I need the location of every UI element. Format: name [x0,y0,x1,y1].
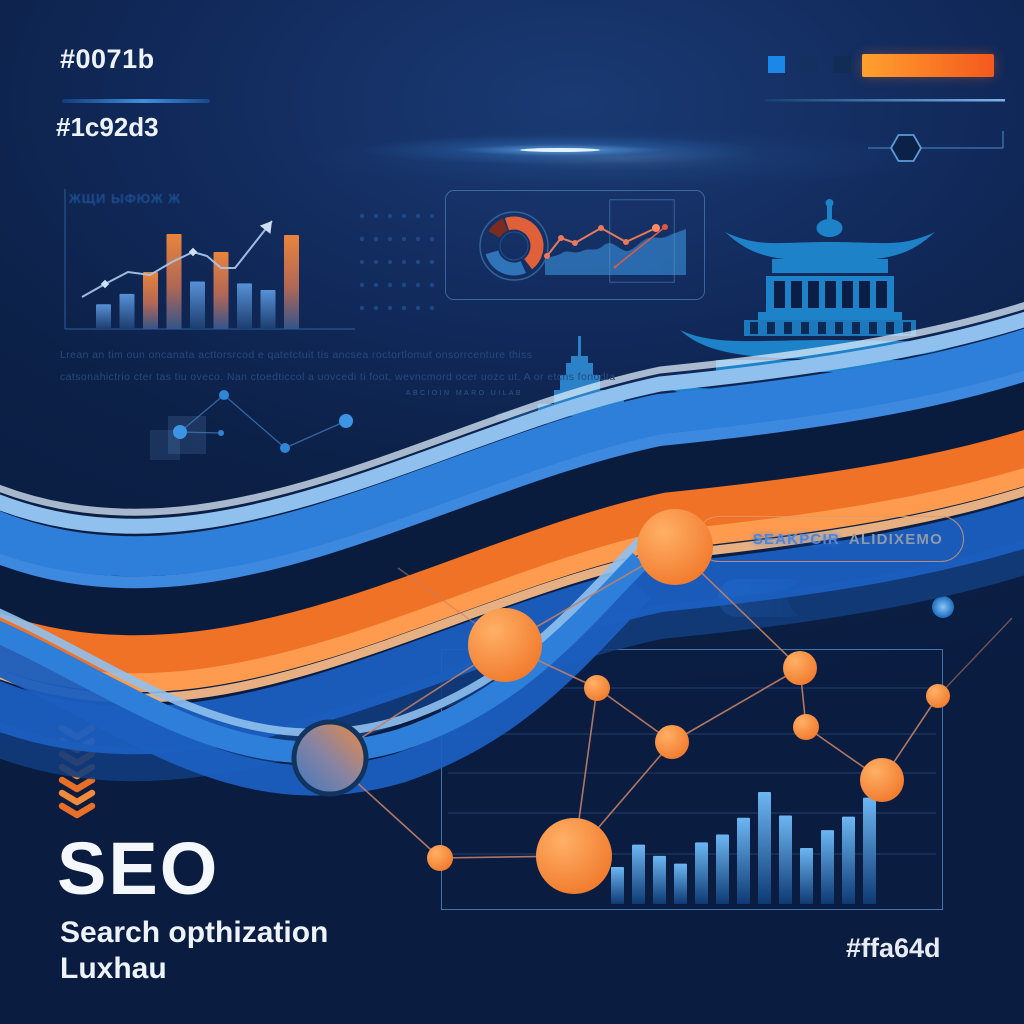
mini-trend-panel [609,199,675,283]
blue-dot [932,596,954,618]
poster-subtitle-1: Search opthization [60,916,329,949]
orange-progress-bar [862,54,994,77]
trend-line [81,220,273,298]
body-copy-line-2: catsonahictrio cter tas tiu oveco. Nan c… [60,371,616,383]
body-copy-line-1: Lrean an tim oun oncanata acttorsrcod e … [60,349,533,361]
pill-word-search: SEAKPCIR [752,530,840,548]
pill-word-audience: ALIDIXEMO [848,530,943,548]
poster-title: SEO [57,827,220,910]
pagoda-silhouette [654,199,1014,477]
chevron-arrows-down [58,724,96,819]
caps-caption: ABCIOIN MARO UILAB [405,390,523,397]
traffic-panel [441,649,943,910]
traffic-bar-chart [448,687,936,904]
dot-grid [359,213,435,311]
poster-subtitle-2: Luxhau [60,952,167,985]
search-audience-pill: SEAKPCIR ALIDIXEMO [696,516,964,562]
legend-square-dark-2 [834,56,851,73]
bars-group [96,234,299,329]
legend-square-blue [768,56,785,73]
accent-underline [62,99,210,103]
hex-code-label-top: #0071b [60,44,155,74]
mini-node-network [150,390,353,460]
hexagon-icon [889,134,923,162]
legend-square-dark-1 [801,56,818,73]
hex-code-label-mid: #1c92d3 [56,112,159,142]
hex-code-label-bottom: #ffa64d [846,933,941,963]
growth-bar-chart: ЖЩИ ЫФЮЖ Ж [64,189,355,330]
trend-arrowhead [259,221,272,234]
top-right-rules [765,99,1005,162]
bars-group [611,792,876,904]
lens-flare [300,128,940,188]
cylinder-graphic [718,579,826,617]
gradient-node [291,719,369,797]
garbled-chart-title: ЖЩИ ЫФЮЖ Ж [68,191,181,206]
line-series [546,226,657,257]
